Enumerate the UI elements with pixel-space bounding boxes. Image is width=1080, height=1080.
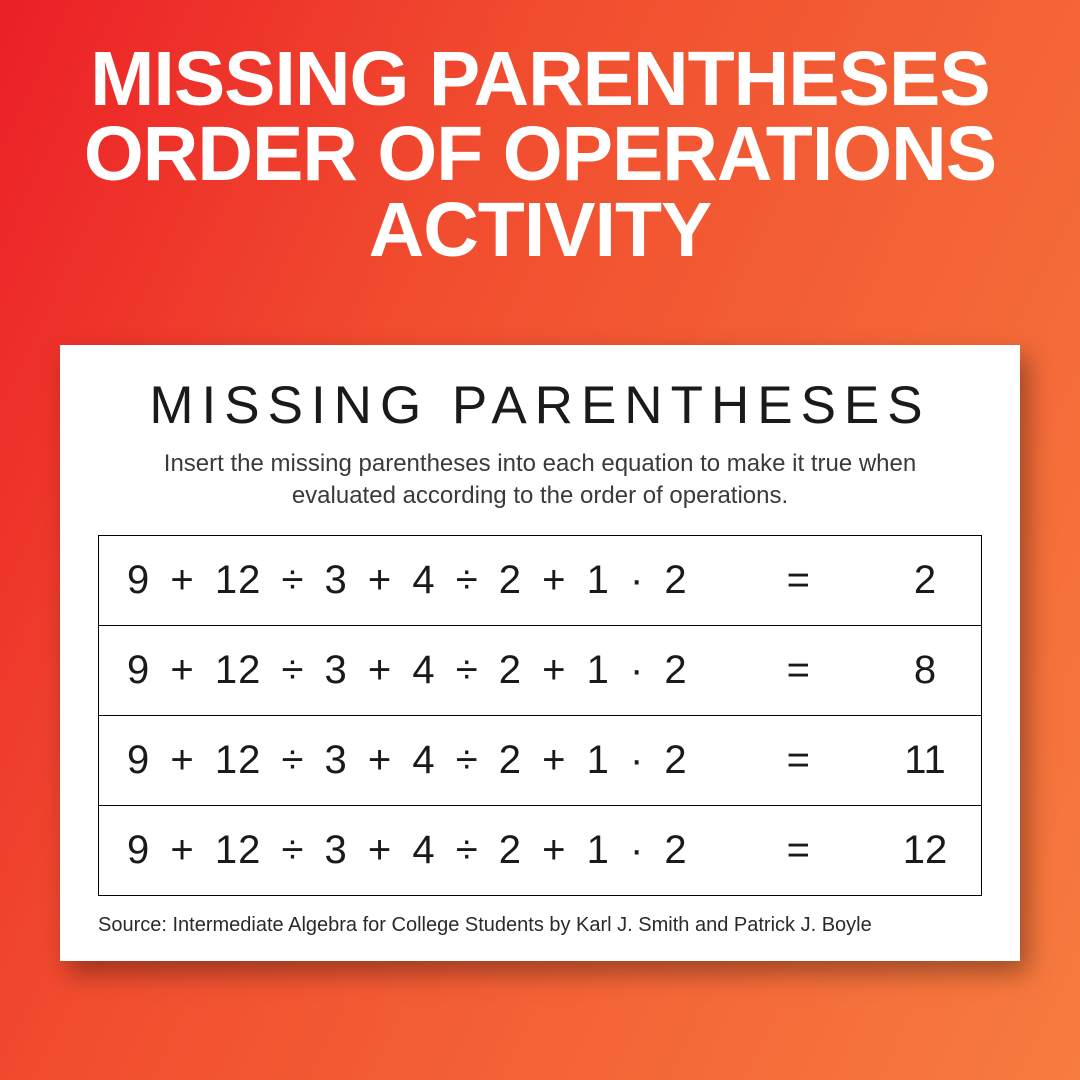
equation-row: 9 + 12 ÷ 3 + 4 ÷ 2 + 1 · 2 = 11: [127, 738, 953, 783]
page-title-line1: MISSING PARENTHESES: [30, 42, 1050, 117]
equation-rhs: 8: [897, 648, 953, 693]
table-row: 9 + 12 ÷ 3 + 4 ÷ 2 + 1 · 2 = 2: [99, 535, 982, 625]
equals-sign: =: [787, 648, 810, 693]
equation-row: 9 + 12 ÷ 3 + 4 ÷ 2 + 1 · 2 = 2: [127, 558, 953, 603]
worksheet-card: MISSING PARENTHESES Insert the missing p…: [60, 345, 1020, 961]
page-title-line2: ORDER OF OPERATIONS: [30, 117, 1050, 192]
source-attribution: Source: Intermediate Algebra for College…: [98, 914, 982, 937]
equation-row: 9 + 12 ÷ 3 + 4 ÷ 2 + 1 · 2 = 8: [127, 648, 953, 693]
equation-lhs: 9 + 12 ÷ 3 + 4 ÷ 2 + 1 · 2: [127, 648, 688, 693]
equals-sign: =: [787, 828, 810, 873]
equation-row: 9 + 12 ÷ 3 + 4 ÷ 2 + 1 · 2 = 12: [127, 828, 953, 873]
equation-rhs: 11: [897, 738, 953, 783]
table-row: 9 + 12 ÷ 3 + 4 ÷ 2 + 1 · 2 = 11: [99, 715, 982, 805]
page-title-line3: ACTIVITY: [30, 193, 1050, 268]
worksheet-instruction: Insert the missing parentheses into each…: [98, 448, 982, 513]
equations-table: 9 + 12 ÷ 3 + 4 ÷ 2 + 1 · 2 = 2 9 + 12 ÷ …: [98, 535, 982, 896]
equation-rhs: 12: [897, 828, 953, 873]
table-row: 9 + 12 ÷ 3 + 4 ÷ 2 + 1 · 2 = 8: [99, 625, 982, 715]
equation-lhs: 9 + 12 ÷ 3 + 4 ÷ 2 + 1 · 2: [127, 828, 688, 873]
equals-sign: =: [787, 738, 810, 783]
page-title: MISSING PARENTHESES ORDER OF OPERATIONS …: [0, 0, 1080, 268]
equation-rhs: 2: [897, 558, 953, 603]
equation-lhs: 9 + 12 ÷ 3 + 4 ÷ 2 + 1 · 2: [127, 558, 688, 603]
equation-lhs: 9 + 12 ÷ 3 + 4 ÷ 2 + 1 · 2: [127, 738, 688, 783]
table-row: 9 + 12 ÷ 3 + 4 ÷ 2 + 1 · 2 = 12: [99, 805, 982, 895]
worksheet-title: MISSING PARENTHESES: [98, 375, 982, 436]
equals-sign: =: [787, 558, 810, 603]
